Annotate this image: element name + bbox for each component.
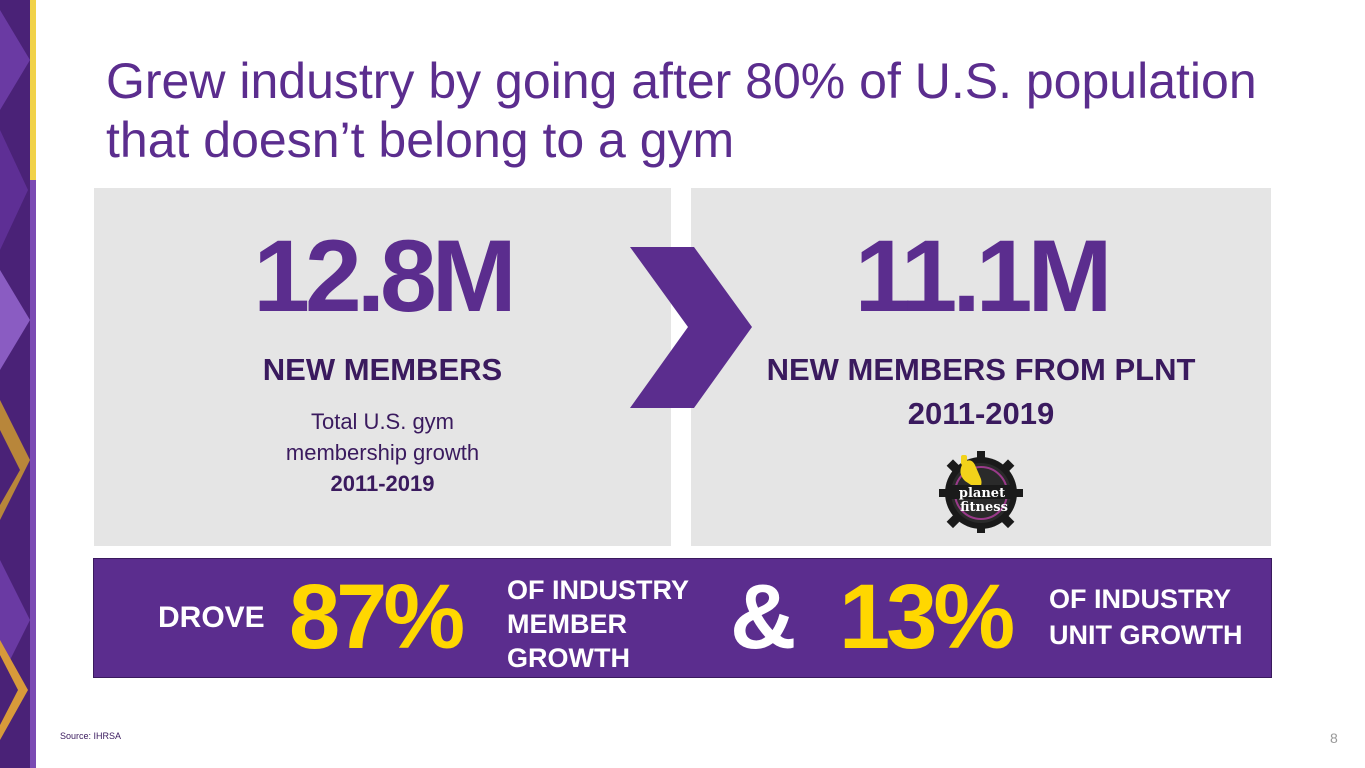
industry-growth-description: Total U.S. gym membership growth 2011-20… — [94, 406, 671, 499]
industry-growth-panel: 12.8M NEW MEMBERS Total U.S. gym members… — [94, 188, 671, 546]
chevron-right-icon — [630, 247, 752, 408]
title-line-2: that doesn’t belong to a gym — [106, 112, 735, 168]
page-number: 8 — [1330, 730, 1338, 746]
desc-line-1: Total U.S. gym — [310, 409, 455, 434]
slide-title: Grew industry by going after 80% of U.S.… — [106, 52, 1306, 170]
source-note: Source: IHRSA — [60, 731, 122, 741]
plnt-new-members-value: 11.1M — [854, 219, 1113, 333]
desc-line-2: membership growth — [285, 440, 480, 465]
desc2-line-1: OF INDUSTRY — [1049, 584, 1231, 614]
ampersand: & — [730, 566, 797, 668]
member-growth-description: OF INDUSTRY MEMBER GROWTH — [507, 573, 689, 675]
planet-fitness-logo: planet fitness — [939, 451, 1023, 533]
unit-growth-description: OF INDUSTRY UNIT GROWTH — [1049, 581, 1242, 653]
unit-growth-percent: 13% — [839, 566, 1015, 668]
desc-years: 2011-2019 — [330, 471, 435, 496]
member-growth-percent: 87% — [289, 566, 465, 668]
logo-text-line-1: planet — [959, 486, 1005, 501]
growth-share-banner: DROVE 87% OF INDUSTRY MEMBER GROWTH & 13… — [93, 558, 1272, 678]
desc1-line-3: GROWTH — [507, 643, 630, 673]
plnt-heading-line-1: NEW MEMBERS FROM PLNT — [766, 352, 1196, 387]
desc1-line-1: OF INDUSTRY — [507, 575, 689, 605]
total-new-members-value: 12.8M — [253, 219, 517, 333]
title-line-1: Grew industry by going after 80% of U.S.… — [106, 53, 1257, 109]
logo-text-line-2: fitness — [960, 500, 1008, 515]
desc2-line-2: UNIT GROWTH — [1049, 620, 1243, 650]
decorative-side-bar — [0, 0, 36, 768]
new-members-heading: NEW MEMBERS — [262, 352, 503, 387]
plnt-heading-line-2: 2011-2019 — [907, 396, 1055, 431]
desc1-line-2: MEMBER — [507, 609, 627, 639]
banner-prefix: DROVE — [158, 601, 265, 634]
